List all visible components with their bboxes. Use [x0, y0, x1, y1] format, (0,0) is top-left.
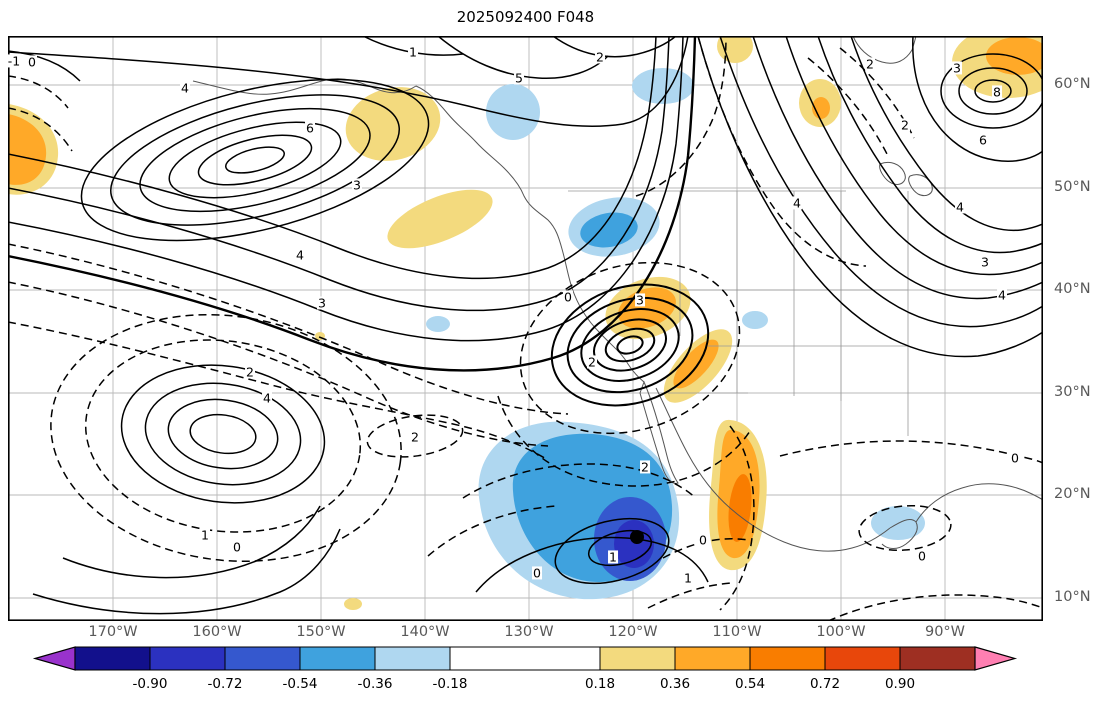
- colorbar-tick-label: -0.90: [132, 676, 168, 692]
- lat-tick-label: 20°N: [1054, 486, 1091, 502]
- lat-tick-label: 10°N: [1054, 589, 1091, 605]
- latitude-axis: 60°N 50°N 40°N 30°N 20°N 10°N: [1050, 36, 1105, 621]
- lon-tick-label: 170°W: [88, 624, 138, 640]
- lat-tick-label: 60°N: [1054, 76, 1091, 92]
- colorbar-segment: [149, 646, 226, 671]
- lat-tick-label: 50°N: [1054, 179, 1091, 195]
- lon-tick-label: 90°W: [924, 624, 966, 640]
- colorbar-segment: [824, 646, 901, 671]
- lon-tick-label: 150°W: [296, 624, 346, 640]
- colorbar-tick-label: -0.54: [282, 676, 318, 692]
- colorbar-segment: [299, 646, 376, 671]
- colorbar-segment: [599, 646, 676, 671]
- lon-tick-label: 120°W: [608, 624, 658, 640]
- colorbar-segment: [374, 646, 451, 671]
- colorbar-segment: [899, 646, 976, 671]
- state-borders: [568, 190, 909, 436]
- map-frame: [8, 36, 1043, 621]
- lon-tick-label: 100°W: [816, 624, 866, 640]
- longitude-axis: 170°W 160°W 150°W 140°W 130°W 120°W 110°W 100°W…: [8, 624, 1043, 646]
- colorbar-tick-label: 0.36: [659, 676, 691, 692]
- lon-tick-label: 160°W: [192, 624, 242, 640]
- colorbar-tick-label: 0.18: [584, 676, 616, 692]
- map-plot: -1 0 4 6 3 1 5 2 4 3 2 2 4 1 0 0 3 2 2 1 0 1 0 0 0 3 4 8 6 3 2 4 4 2: [6, 36, 1043, 621]
- colorbar-tick-label: -0.18: [432, 676, 468, 692]
- colorbar-segment: [674, 646, 751, 671]
- marker-dot: [630, 530, 644, 544]
- colorbar-tick-label: -0.36: [357, 676, 393, 692]
- colorbar-segment: [749, 646, 826, 671]
- colorbar-segment: [74, 646, 151, 671]
- lat-tick-label: 30°N: [1054, 384, 1091, 400]
- colorbar-segment: [224, 646, 301, 671]
- contour-map-svg: [8, 36, 1043, 621]
- colorbar-tick-label: -0.72: [207, 676, 243, 692]
- colorbar: -0.90 -0.72 -0.54 -0.36 -0.18 0.18 0.36 0.54 0.7…: [0, 646, 1105, 712]
- colorbar-tick-label: 0.72: [809, 676, 841, 692]
- shaded-regions: [8, 36, 1043, 610]
- lon-tick-label: 110°W: [712, 624, 762, 640]
- lon-tick-label: 130°W: [504, 624, 554, 640]
- colorbar-tick-label: 0.90: [884, 676, 916, 692]
- chart-title: 2025092400 F048: [456, 8, 595, 26]
- lat-tick-label: 40°N: [1054, 281, 1091, 297]
- colorbar-segment: [449, 646, 601, 671]
- colorbar-tick-label: 0.54: [734, 676, 766, 692]
- colorbar-bar: [32, 646, 1018, 671]
- colorbar-ticks: -0.90 -0.72 -0.54 -0.36 -0.18 0.18 0.36 0.54 0.7…: [0, 676, 1105, 696]
- lon-tick-label: 140°W: [400, 624, 450, 640]
